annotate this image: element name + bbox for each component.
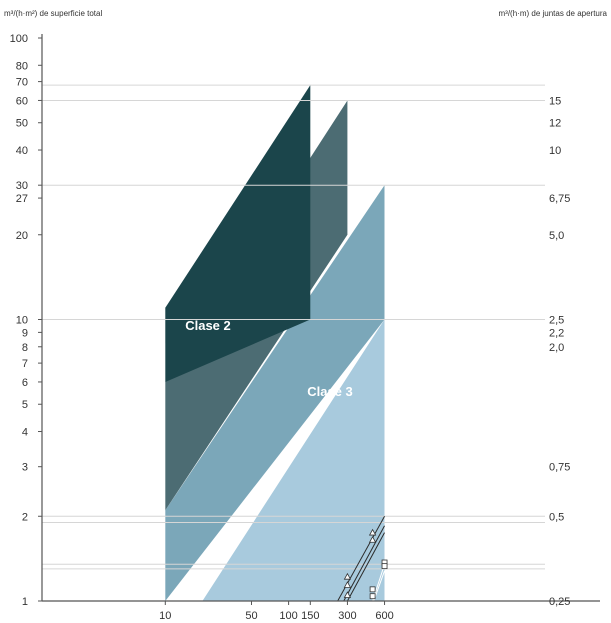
y-tick-label-right-9: 12 <box>549 118 561 130</box>
axes: 1234567891020273040506070801000,250,50,7… <box>10 33 600 622</box>
y-tick-label-left-60: 60 <box>16 95 28 107</box>
x-tick-label-50: 50 <box>245 610 257 622</box>
triangle-marker-2 <box>343 591 352 598</box>
x-tick-label-100: 100 <box>279 610 297 622</box>
y-tick-label-left-8: 8 <box>22 342 28 354</box>
brand-label: KÖMMERLING76 <box>408 541 476 550</box>
x-tick-label-300: 300 <box>338 610 356 622</box>
y-tick-label-right-8: 10 <box>549 145 561 157</box>
band-clase-3 <box>165 185 385 601</box>
band-label-clase-3: Clase 3 <box>307 384 353 399</box>
y-tick-label-right-1: 0,5 <box>549 511 564 523</box>
y-tick-label-left-20: 20 <box>16 230 28 242</box>
y-tick-label-left-3: 3 <box>22 462 28 474</box>
y-tick-label-left-70: 70 <box>16 77 28 89</box>
y-tick-label-right-3: 2,0 <box>549 342 564 354</box>
y-tick-label-left-40: 40 <box>16 145 28 157</box>
band-label-clase-2: Clase 2 <box>185 318 231 333</box>
reference-lines <box>42 84 545 570</box>
square-marker-7 <box>369 586 376 593</box>
y-tick-label-left-80: 80 <box>16 60 28 72</box>
x-tick-label-600: 600 <box>375 610 393 622</box>
y-tick-label-right-0: 0,25 <box>549 596 570 608</box>
y-tick-label-right-5: 2,5 <box>549 315 564 327</box>
y-tick-label-left-9: 9 <box>22 327 28 339</box>
triangle-marker-4 <box>368 535 377 543</box>
measurement-lines <box>337 516 388 602</box>
class-bands <box>165 85 385 601</box>
y-tick-label-right-10: 15 <box>549 95 561 107</box>
triangle-marker-0 <box>343 572 352 580</box>
measurement-line-1 <box>343 525 385 602</box>
triangle-marker-3 <box>368 528 377 536</box>
square-marker-8 <box>369 593 376 600</box>
measurement-line-4 <box>373 570 386 602</box>
x-tick-label-10: 10 <box>159 610 171 622</box>
measurement-line-2 <box>346 532 385 602</box>
band-clase-1 <box>165 85 311 382</box>
y-tick-label-left-30: 30 <box>16 180 28 192</box>
band-label-clase-4: Clase 4 <box>387 464 433 479</box>
y-tick-label-left-2: 2 <box>22 511 28 523</box>
y-tick-label-left-6: 6 <box>22 377 28 389</box>
y-tick-label-left-10: 10 <box>16 315 28 327</box>
chart-labels: m³/(h·m²) de superficie total m³/(h·m) de… <box>4 9 608 550</box>
y-tick-label-left-100: 100 <box>10 33 28 45</box>
y-tick-label-right-6: 5,0 <box>549 230 564 242</box>
y-axis-title-right: m³/(h·m) de juntas de apertura <box>499 9 608 18</box>
band-clase-4 <box>165 319 385 601</box>
square-marker-6 <box>381 563 388 570</box>
triangle-marker-1 <box>343 581 352 588</box>
y-tick-label-left-5: 5 <box>22 399 28 411</box>
x-tick-label-150: 150 <box>301 610 319 622</box>
y-tick-label-right-2: 0,75 <box>549 462 570 474</box>
y-axis-title-left: m³/(h·m²) de superficie total <box>4 9 102 18</box>
y-tick-label-left-1: 1 <box>22 596 28 608</box>
y-tick-label-left-27: 27 <box>16 193 28 205</box>
band-label-clase-1: Clase 1 <box>122 258 168 273</box>
y-tick-label-left-4: 4 <box>22 427 28 439</box>
y-tick-label-left-7: 7 <box>22 358 28 370</box>
y-tick-label-left-50: 50 <box>16 118 28 130</box>
y-tick-label-right-4: 2,2 <box>549 327 564 339</box>
y-tick-label-right-7: 6,75 <box>549 193 570 205</box>
